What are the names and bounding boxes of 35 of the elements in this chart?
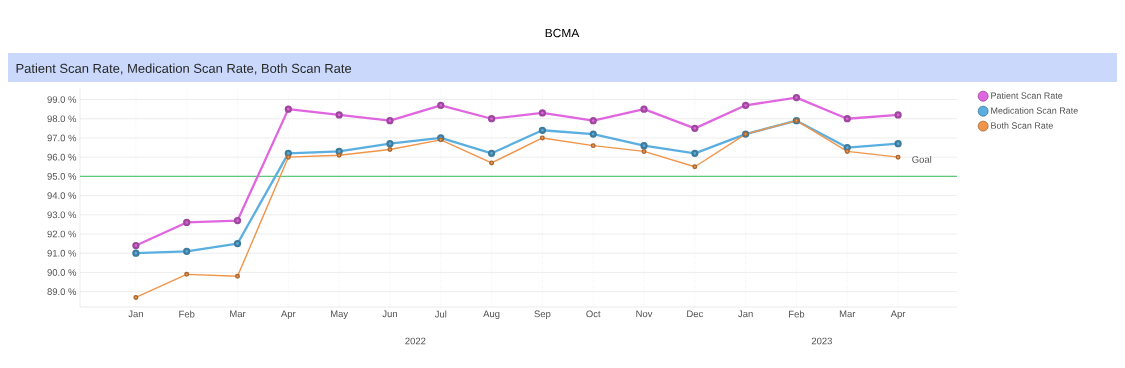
x-tick-label: Jan [128,310,143,318]
text: 2022 [405,337,426,345]
legend-label: Patient Scan Rate [991,92,1063,99]
x-tick-label: Mar [839,310,856,318]
x-tick-label: Jan [738,310,753,318]
y-tick-label: 98.0 % [47,115,77,123]
x-tick-label: Feb [789,310,805,318]
y-tick-label: 91.0 % [47,249,77,257]
chart-subtitle: Patient Scan Rate, Medication Scan Rate, Both Scan Rate [16,63,352,75]
y-tick-label: 93.0 % [47,211,77,219]
y-tick-label: 89.0 % [47,288,77,295]
text: 2023 [811,337,832,345]
x-tick-label: Sep [534,310,551,320]
legend-label: Both Scan Rate [991,122,1053,129]
y-tick-label: 95.0 % [47,173,77,180]
x-tick-label: Nov [636,310,653,318]
chart-title: BCMA [545,28,580,38]
x-tick-label: May [330,310,349,319]
x-tick-label: Aug [483,310,500,319]
y-tick-label: 97.0 % [47,134,77,142]
x-tick-label: Jun [382,310,397,318]
y-tick-label: 92.0 % [47,230,77,238]
x-tick-label: Mar [230,310,246,318]
y-tick-label: 94.0 % [47,192,77,199]
x-tick-label: Dec [687,310,703,318]
legend-label: Medication Scan Rate [991,107,1078,114]
x-tick-label: Feb [179,310,195,318]
y-tick-label: 99.0 % [47,96,77,103]
ref-line-label: Goal [912,155,932,163]
x-tick-label: Apr [280,310,296,319]
x-tick-label: Oct [586,310,601,318]
x-tick-label: Jul [434,310,447,318]
y-tick-label: 96.0 % [47,153,77,161]
y-tick-label: 90.0 % [47,269,77,276]
x-tick-label: Apr [890,310,906,319]
